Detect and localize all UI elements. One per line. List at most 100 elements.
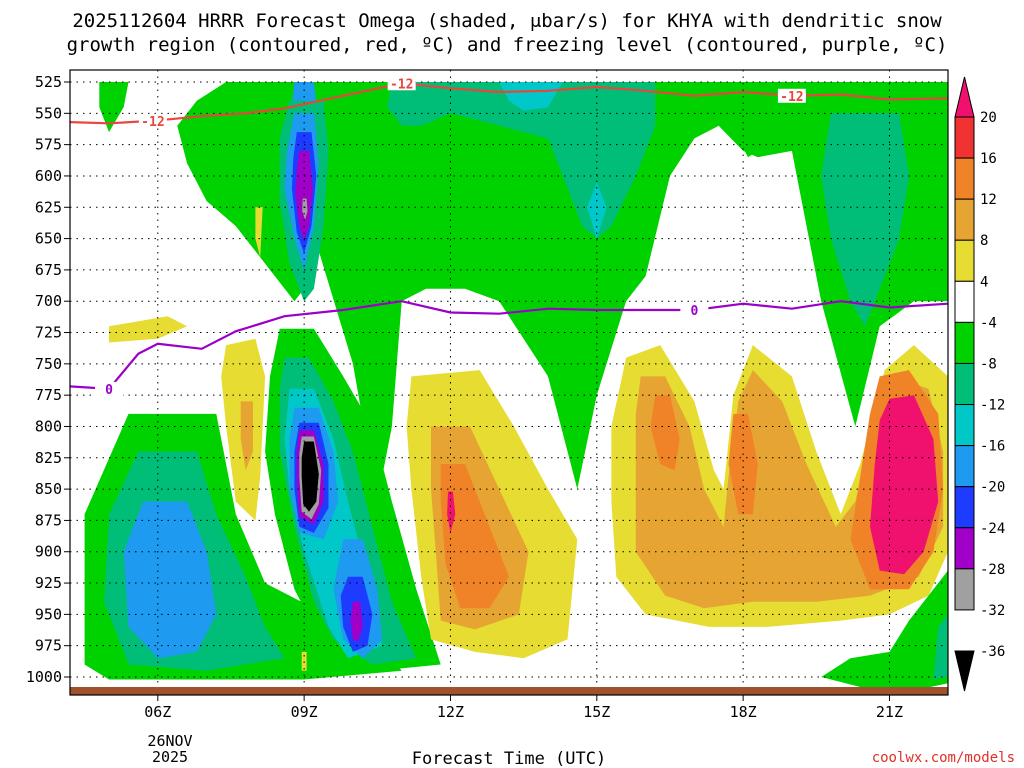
colorbar-swatch-6: [954, 321, 975, 364]
colorbar-label-11: -28: [980, 562, 1005, 578]
y-tick-label-575: 575: [35, 136, 62, 154]
y-tick-label-950: 950: [35, 605, 62, 623]
x-tick-label-18Z: 18Z: [730, 703, 757, 721]
freezing-contour-label-bg-0: [95, 381, 124, 396]
colorbar-label-13: -36: [980, 644, 1005, 660]
omega-region-6: [821, 113, 909, 327]
omega-region-43: [933, 614, 948, 680]
omega-region-42: [821, 570, 948, 690]
y-tick-label-825: 825: [35, 449, 62, 467]
freezing-contour-label-1: 0: [690, 304, 698, 319]
colorbar-swatch-11: [954, 527, 975, 570]
y-tick-label-1000: 1000: [26, 668, 62, 686]
x-tick-label-06Z: 06Z: [144, 703, 171, 721]
colorbar-swatch-7: [954, 362, 975, 406]
omega-region-4: [499, 82, 563, 111]
x-axis: 06Z 09Z 12Z 15Z 18Z 21Z: [144, 695, 903, 721]
omega-region-34: [440, 464, 509, 609]
colorbar-swatch-8: [954, 404, 975, 447]
colorbar-swatch-0: [954, 76, 975, 118]
plot-area: -12 -12 -12 0 0: [69, 69, 949, 696]
y-tick-label-775: 775: [35, 386, 62, 404]
date-label-year: 2025: [152, 748, 188, 766]
colorbar-swatch-1: [954, 116, 975, 159]
omega-region-7: [738, 100, 758, 158]
colorbar-swatch-3: [954, 198, 975, 241]
y-tick-label-675: 675: [35, 261, 62, 279]
colorbar-label-10: -24: [980, 521, 1005, 537]
y-tick-label-750: 750: [35, 355, 62, 373]
omega-region-31: [255, 207, 263, 258]
omega-region-35: [447, 491, 456, 533]
y-tick-label-625: 625: [35, 198, 62, 216]
freezing-contour-label-0: 0: [105, 383, 113, 398]
colorbar-label-6: -8: [980, 356, 997, 372]
y-tick-label-925: 925: [35, 574, 62, 592]
colorbar-label-2: 12: [980, 192, 997, 208]
omega-region-39: [728, 413, 758, 515]
y-tick-label-900: 900: [35, 543, 62, 561]
dgz-contour-label-bg-1: [387, 76, 416, 91]
colorbar-swatch-4: [954, 239, 975, 282]
dgz-contour-label-0: -12: [141, 115, 164, 130]
omega-region-5: [587, 182, 607, 239]
y-tick-label-975: 975: [35, 637, 62, 655]
dgz-contour-label-1: -12: [390, 77, 413, 92]
omega-region-28: [109, 316, 188, 343]
gridlines: [70, 70, 948, 695]
omega-region-2: [284, 82, 948, 502]
y-axis: 525 550 575 600 625 650 675 700 725 750 775 800 825 8…: [26, 73, 70, 686]
omega-region-18: [301, 441, 319, 512]
omega-region-0: [99, 82, 129, 133]
omega-region-21: [350, 601, 363, 642]
credit-text: coolwx.com/models: [872, 750, 1015, 766]
colorbar-label-8: -16: [980, 439, 1005, 455]
colorbar: 20 16 12 8 4 -4 -8 -12 -16 -20 -24 -28 -32 -36: [954, 76, 1005, 692]
colorbar-swatch-12: [954, 568, 975, 611]
dgz-contour-label-bg-2: [777, 88, 806, 103]
omega-region-26: [295, 150, 313, 242]
omega-region-44: [301, 651, 307, 671]
omega-region-3: [387, 82, 656, 239]
omega-region-30: [240, 401, 253, 471]
dgz-contour-label-2: -12: [780, 90, 803, 105]
date-label-day: 26NOV: [147, 732, 192, 750]
colorbar-label-0: 20: [980, 110, 997, 126]
omega-region-10: [123, 501, 217, 659]
colorbar-label-3: 8: [980, 233, 988, 249]
colorbar-label-12: -32: [980, 603, 1005, 619]
chart-title-line-1: 2025112604 HRRR Forecast Omega (shaded, …: [72, 10, 942, 32]
omega-region-27: [302, 198, 308, 220]
x-tick-label-12Z: 12Z: [437, 703, 464, 721]
omega-region-38: [650, 395, 680, 471]
omega-shading: [84, 82, 948, 690]
colorbar-swatch-9: [954, 445, 975, 488]
colorbar-label-5: -4: [980, 315, 997, 331]
omega-region-41: [870, 395, 939, 575]
y-tick-label-850: 850: [35, 480, 62, 498]
x-tick-label-15Z: 15Z: [583, 703, 610, 721]
colorbar-label-9: -20: [980, 480, 1005, 496]
colorbar-swatch-2: [954, 157, 975, 200]
y-tick-label-550: 550: [35, 104, 62, 122]
y-tick-label-800: 800: [35, 417, 62, 435]
x-tick-label-09Z: 09Z: [291, 703, 318, 721]
freezing-contour-line: [70, 300, 948, 391]
y-tick-label-525: 525: [35, 73, 62, 91]
colorbar-label-1: 16: [980, 151, 997, 167]
y-tick-label-700: 700: [35, 292, 62, 310]
dgz-contour-label-bg-0: [138, 113, 167, 128]
ground-surface: [70, 687, 948, 695]
contours: -12 -12 -12 0 0: [70, 76, 948, 398]
x-axis-label: Forecast Time (UTC): [412, 749, 606, 768]
colorbar-swatch-10: [954, 486, 975, 529]
y-tick-label-650: 650: [35, 230, 62, 248]
y-tick-label-600: 600: [35, 167, 62, 185]
colorbar-swatch-5: [954, 280, 975, 323]
freezing-contour-label-bg-1: [680, 302, 709, 317]
plot-frame: [69, 69, 949, 696]
y-tick-label-725: 725: [35, 324, 62, 342]
y-tick-label-875: 875: [35, 511, 62, 529]
x-tick-label-21Z: 21Z: [876, 703, 903, 721]
